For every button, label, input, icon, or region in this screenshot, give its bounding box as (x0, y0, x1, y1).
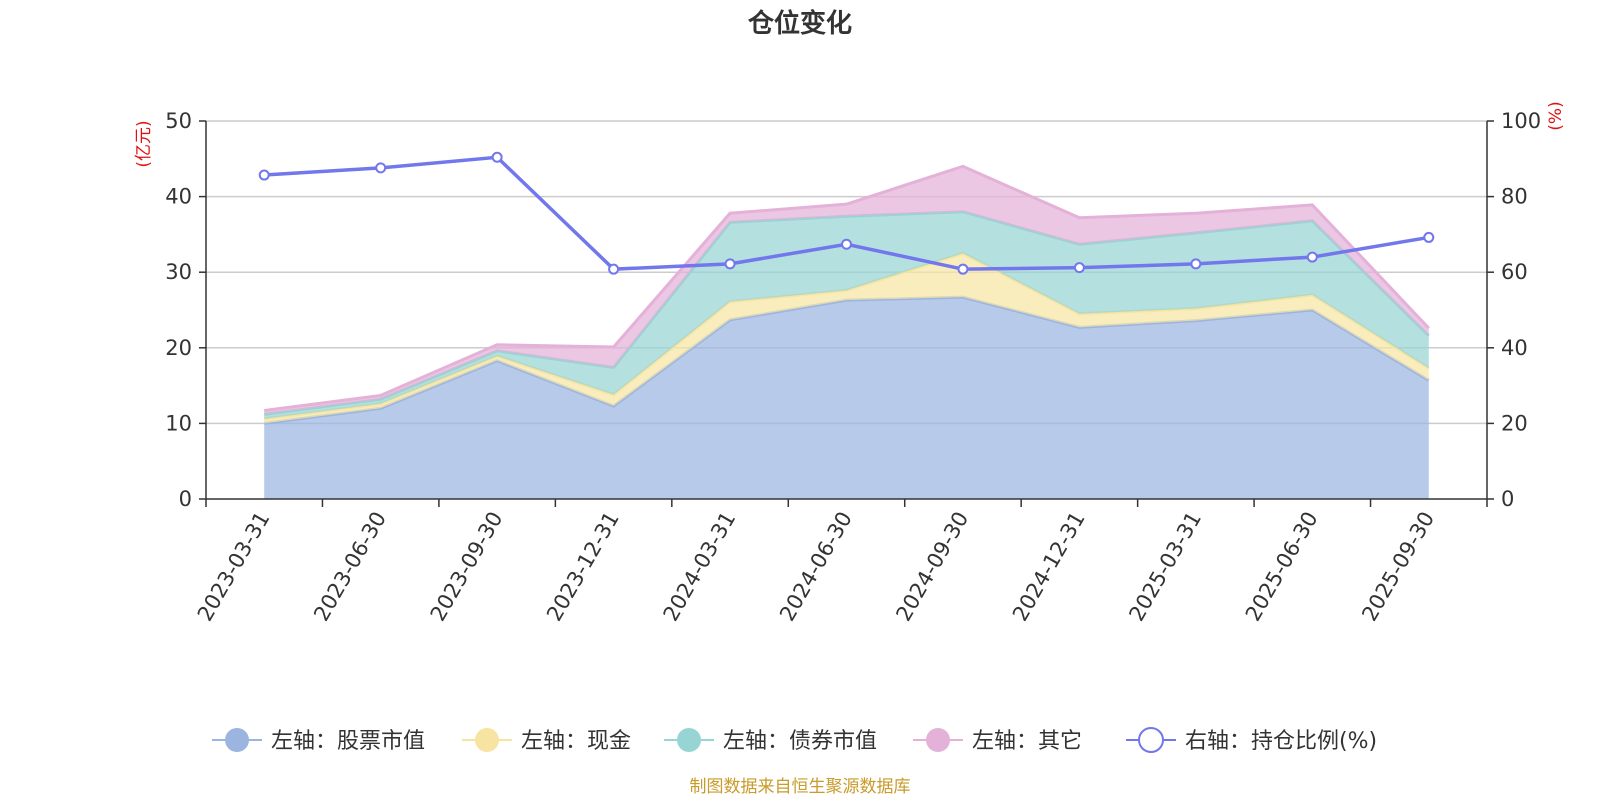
ratio-point (608, 263, 620, 275)
ratio-point (957, 263, 969, 275)
right-tick-label: 80 (1501, 185, 1528, 209)
left-tick-label: 0 (179, 487, 192, 511)
left-tick-label: 20 (165, 336, 192, 360)
ratio-point (724, 258, 736, 270)
legend-label: 左轴：现金 (521, 729, 631, 754)
left-tick-label: 50 (165, 109, 192, 133)
stacked-areas (264, 164, 1430, 499)
x-tick-label: 2025-09-30 (1357, 508, 1439, 626)
legend-swatch-marker (926, 728, 950, 752)
ratio-point (1423, 231, 1435, 243)
ratio-point (375, 162, 387, 174)
legend-item: 左轴：债券市值 (664, 728, 877, 754)
x-tick-label: 2023-09-30 (426, 508, 508, 626)
right-tick-label: 40 (1501, 336, 1528, 360)
area-左轴：其它 (264, 166, 1429, 415)
legend-swatch-marker (225, 728, 249, 752)
legend-label: 左轴：股票市值 (271, 729, 425, 754)
legend-label: 右轴：持仓比例(%) (1185, 729, 1377, 754)
x-tick-label: 2025-06-30 (1241, 508, 1323, 626)
left-axis-unit: (亿元) (134, 120, 154, 167)
ratio-point (841, 238, 852, 250)
legend-label: 左轴：债券市值 (723, 729, 877, 754)
area-edge-左轴：其它 (264, 164, 1430, 413)
legend-swatch-marker (677, 728, 701, 752)
x-tick-label: 2024-12-31 (1008, 508, 1090, 626)
x-tick-label: 2023-03-31 (193, 508, 275, 626)
ratio-point (1306, 251, 1318, 263)
legend: 左轴：股票市值 左轴：现金 左轴：债券市值 左轴：其它 右轴：持仓比例(%) (212, 727, 1377, 754)
ratio-line-series (258, 151, 1435, 275)
chart-title: 仓位变化 (747, 8, 852, 39)
area-左轴：股票市值 (264, 297, 1429, 499)
right-tick-label: 60 (1501, 260, 1528, 284)
legend-item: 左轴：其它 (913, 728, 1082, 754)
legend-item: 左轴：股票市值 (212, 728, 425, 754)
source-note: 制图数据来自恒生聚源数据库 (690, 777, 911, 797)
ratio-point (491, 151, 503, 163)
ratio-point (1073, 262, 1085, 274)
x-tick-label: 2025-03-31 (1124, 508, 1206, 626)
legend-swatch-marker (1138, 727, 1164, 753)
area-左轴：现金 (264, 253, 1429, 424)
right-tick-label: 0 (1501, 487, 1514, 511)
left-tick-label: 30 (165, 260, 192, 284)
x-tick-label: 2023-06-30 (309, 508, 391, 626)
x-tick-label: 2023-12-31 (542, 508, 624, 626)
x-tick-label: 2024-06-30 (775, 508, 857, 626)
legend-swatch-marker (475, 728, 499, 752)
right-tick-label: 100 (1501, 109, 1541, 133)
left-tick-label: 10 (165, 411, 192, 435)
right-tick-label: 20 (1501, 411, 1528, 435)
legend-label: 左轴：其它 (972, 729, 1082, 754)
area-左轴：债券市值 (264, 211, 1429, 419)
ratio-point (258, 169, 270, 181)
legend-item: 右轴：持仓比例(%) (1126, 727, 1377, 754)
legend-item: 左轴：现金 (462, 728, 631, 754)
left-tick-label: 40 (165, 185, 192, 209)
x-tick-label: 2024-03-31 (659, 508, 741, 626)
x-tick-label: 2024-09-30 (891, 508, 973, 626)
ratio-point (1190, 258, 1202, 270)
right-axis-unit: (%) (1546, 101, 1566, 130)
